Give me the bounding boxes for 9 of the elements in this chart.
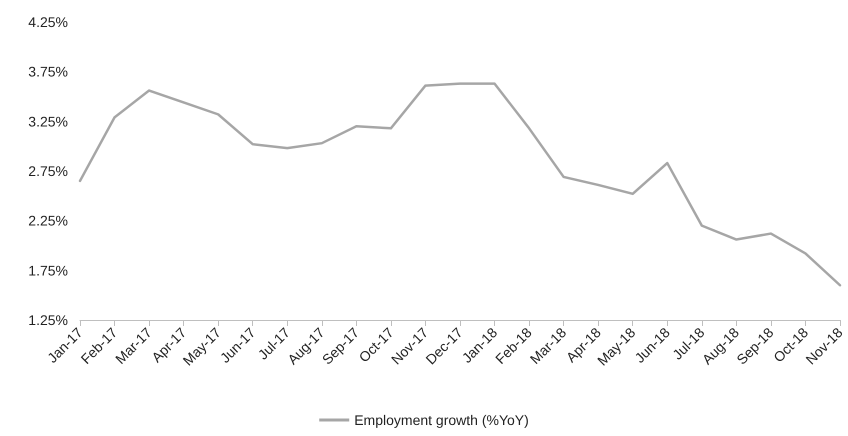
legend-label: Employment growth (%YoY): [354, 412, 529, 428]
y-tick-label: 1.75%: [28, 262, 68, 278]
y-tick-label: 3.75%: [28, 64, 68, 80]
y-tick-label: 2.75%: [28, 163, 68, 179]
y-tick-label: 1.25%: [28, 312, 68, 328]
y-tick-label: 4.25%: [28, 14, 68, 30]
line-series: [78, 82, 842, 286]
y-tick-label: 2.25%: [28, 212, 68, 229]
y-tick-label: 3.25%: [28, 113, 68, 130]
